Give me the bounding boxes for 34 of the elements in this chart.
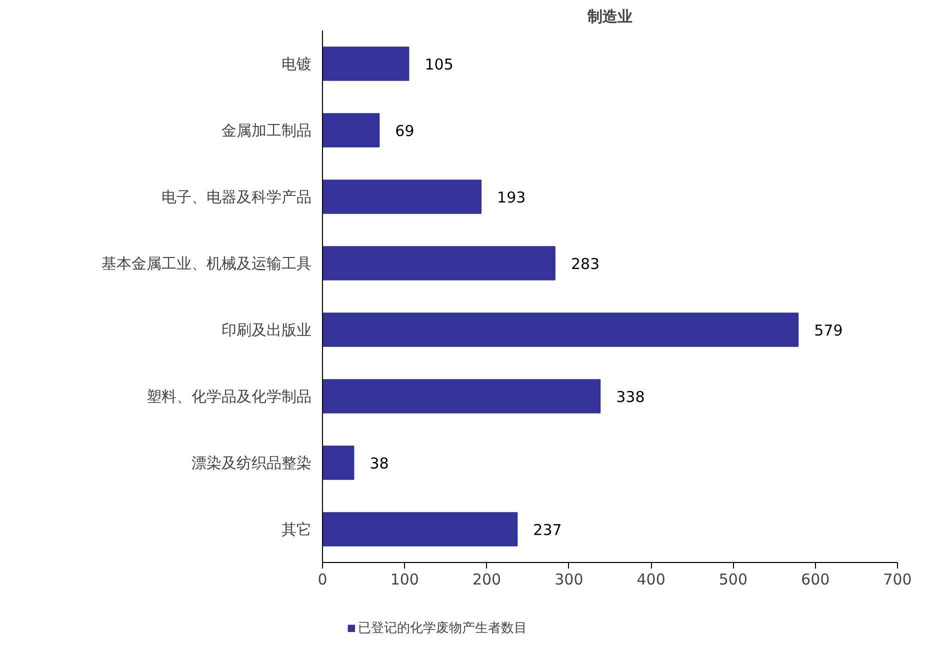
bar xyxy=(322,512,518,546)
data-label: 338 xyxy=(616,388,645,406)
data-label: 579 xyxy=(814,321,843,340)
y-tick-label: 印刷及出版业 xyxy=(222,320,312,339)
bar xyxy=(322,246,556,280)
x-tick-label: 0 xyxy=(318,570,328,588)
data-label: 237 xyxy=(533,520,562,539)
x-tick-label: 300 xyxy=(554,570,584,588)
x-tick-label: 700 xyxy=(883,570,912,588)
y-tick-label: 漂染及纺织品整染 xyxy=(192,454,312,472)
x-tick-label: 100 xyxy=(390,570,419,588)
chart-title: 制造业 xyxy=(586,8,632,26)
x-tick-label: 200 xyxy=(472,570,502,588)
data-label: 105 xyxy=(424,55,454,74)
legend-label: 已登记的化学废物产生者数目 xyxy=(358,620,527,637)
data-label: 69 xyxy=(395,122,414,140)
y-tick-label: 其它 xyxy=(282,520,312,538)
bar xyxy=(322,446,354,480)
bar xyxy=(322,46,410,81)
x-tick-label: 400 xyxy=(636,570,666,588)
bar xyxy=(322,312,799,347)
bar xyxy=(322,113,380,148)
x-tick-label: 600 xyxy=(801,570,830,588)
data-label: 193 xyxy=(497,188,526,206)
y-tick-label: 塑料、化学品及化学制品 xyxy=(146,387,312,406)
y-tick-label: 电子、电器及科学产品 xyxy=(162,188,312,206)
bar xyxy=(322,379,601,414)
y-tick-label: 基本金属工业、机械及运输工具 xyxy=(102,254,312,272)
data-label: 283 xyxy=(570,254,600,273)
data-label: 38 xyxy=(370,454,389,472)
bar xyxy=(322,180,482,214)
y-tick-label: 金属加工制品 xyxy=(222,121,312,140)
y-tick-label: 电镀 xyxy=(282,54,312,73)
x-tick-label: 500 xyxy=(718,570,748,588)
